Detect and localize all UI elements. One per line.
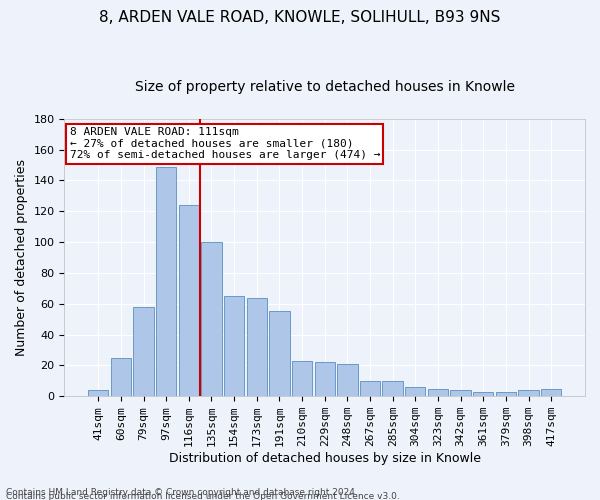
Bar	[337, 364, 358, 396]
Title: Size of property relative to detached houses in Knowle: Size of property relative to detached ho…	[135, 80, 515, 94]
Bar	[428, 388, 448, 396]
Bar	[88, 390, 109, 396]
Bar	[473, 392, 493, 396]
Bar	[156, 166, 176, 396]
Text: Contains public sector information licensed under the Open Government Licence v3: Contains public sector information licen…	[6, 492, 400, 500]
Text: 8, ARDEN VALE ROAD, KNOWLE, SOLIHULL, B93 9NS: 8, ARDEN VALE ROAD, KNOWLE, SOLIHULL, B9…	[100, 10, 500, 25]
Bar	[314, 362, 335, 396]
Bar	[496, 392, 516, 396]
Bar	[541, 388, 562, 396]
Bar	[111, 358, 131, 396]
Bar	[224, 296, 244, 396]
Bar	[451, 390, 471, 396]
Text: Contains HM Land Registry data © Crown copyright and database right 2024.: Contains HM Land Registry data © Crown c…	[6, 488, 358, 497]
Bar	[292, 361, 312, 396]
Bar	[382, 381, 403, 396]
Text: 8 ARDEN VALE ROAD: 111sqm
← 27% of detached houses are smaller (180)
72% of semi: 8 ARDEN VALE ROAD: 111sqm ← 27% of detac…	[70, 127, 380, 160]
Bar	[518, 390, 539, 396]
Bar	[269, 312, 290, 396]
Bar	[405, 387, 425, 396]
Bar	[201, 242, 221, 396]
Bar	[179, 205, 199, 396]
X-axis label: Distribution of detached houses by size in Knowle: Distribution of detached houses by size …	[169, 452, 481, 465]
Bar	[133, 307, 154, 396]
Bar	[360, 381, 380, 396]
Y-axis label: Number of detached properties: Number of detached properties	[15, 159, 28, 356]
Bar	[247, 298, 267, 396]
